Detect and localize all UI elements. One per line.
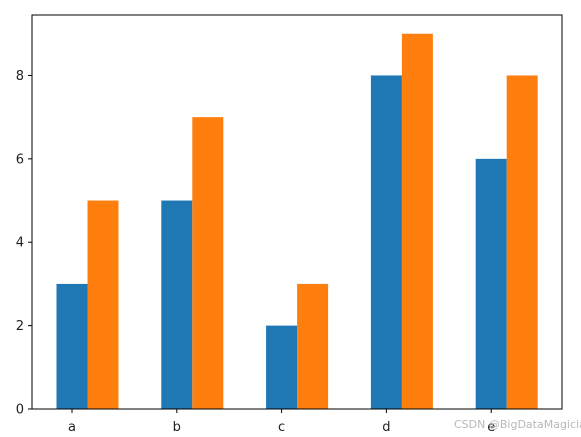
bar-b-series-1 [161, 200, 193, 409]
x-tick-label-d: d [382, 420, 390, 435]
bar-d-series-1 [370, 75, 402, 410]
x-tick-label-b: b [173, 420, 181, 435]
y-tick-label: 4 [16, 236, 24, 251]
bar-c-series-2 [297, 283, 329, 409]
x-tick-label-c: c [278, 420, 285, 435]
x-axis: a b c d e [68, 409, 495, 435]
bar-c-series-1 [266, 325, 298, 409]
bar-a-series-1 [56, 283, 88, 409]
x-tick-label-e: e [487, 420, 495, 435]
bar-b-series-2 [192, 117, 224, 410]
y-tick-label: 2 [16, 319, 24, 334]
bar-a-series-2 [87, 200, 119, 409]
y-tick-label: 0 [16, 403, 24, 418]
bar-e-series-2 [506, 75, 538, 410]
x-tick-label-a: a [68, 420, 76, 435]
bars-group [56, 33, 538, 410]
y-tick-label: 6 [16, 152, 24, 167]
bar-e-series-1 [475, 158, 507, 409]
plot-frame [31, 14, 563, 410]
watermark: CSDN @BigDataMagician [454, 418, 581, 431]
y-axis: 0 2 4 6 8 [16, 69, 32, 418]
y-tick-label: 8 [16, 69, 24, 84]
bar-d-series-2 [401, 33, 433, 410]
